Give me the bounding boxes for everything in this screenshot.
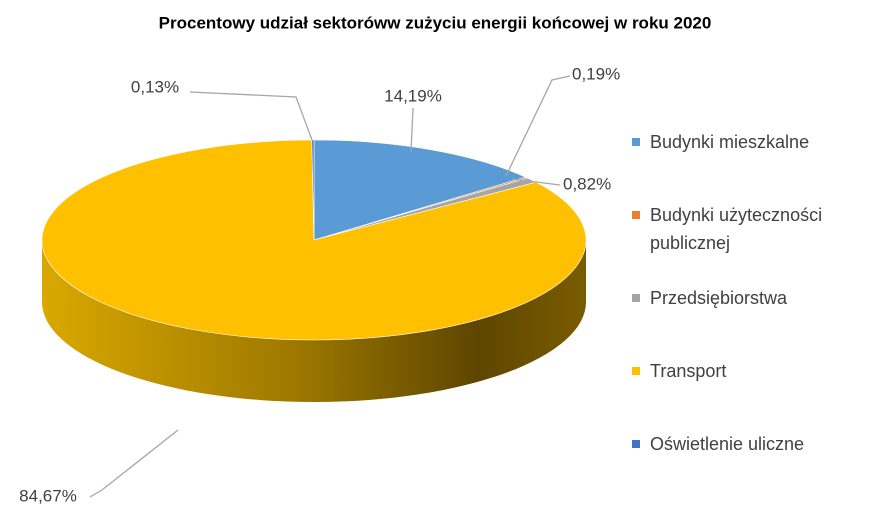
pie-top [41,139,587,341]
legend-item: Przedsiębiorstwa [632,284,868,312]
chart-title: Procentowy udział sektoróww zużyciu ener… [159,13,712,32]
legend-item: Budynki mieszkalne [632,128,868,156]
data-label: 0,13% [131,77,179,96]
pie-side [42,240,586,402]
legend-label: Budynki mieszkalne [650,132,810,152]
leader-lines [89,75,571,498]
data-label: 0,82% [563,174,611,193]
legend-swatch [632,440,640,448]
legend-label: Budynki użyteczności publicznej [650,205,823,253]
data-label: 14,19% [384,86,442,105]
legend-item: Budynki użyteczności publicznej [632,201,868,257]
legend-swatch [632,367,640,375]
pie-slice [313,139,527,241]
legend-item: Oświetlenie uliczne [632,430,868,458]
leader-line [89,429,179,498]
legend: Budynki mieszkalne Budynki użyteczności p… [632,128,868,458]
legend-swatch [632,294,640,302]
pie-sides [42,240,586,402]
data-label: 84,67% [19,486,77,505]
leader-line [189,91,313,141]
leader-line [410,107,414,153]
legend-item: Transport [632,357,868,385]
legend-label: Oświetlenie uliczne [650,434,805,454]
legend-label: Przedsiębiorstwa [650,288,788,308]
legend-swatch [632,211,640,219]
leader-line [511,178,561,186]
leader-line [505,75,571,177]
legend-label: Transport [650,361,727,381]
data-label: 0,19% [572,64,620,83]
legend-swatch [632,138,640,146]
